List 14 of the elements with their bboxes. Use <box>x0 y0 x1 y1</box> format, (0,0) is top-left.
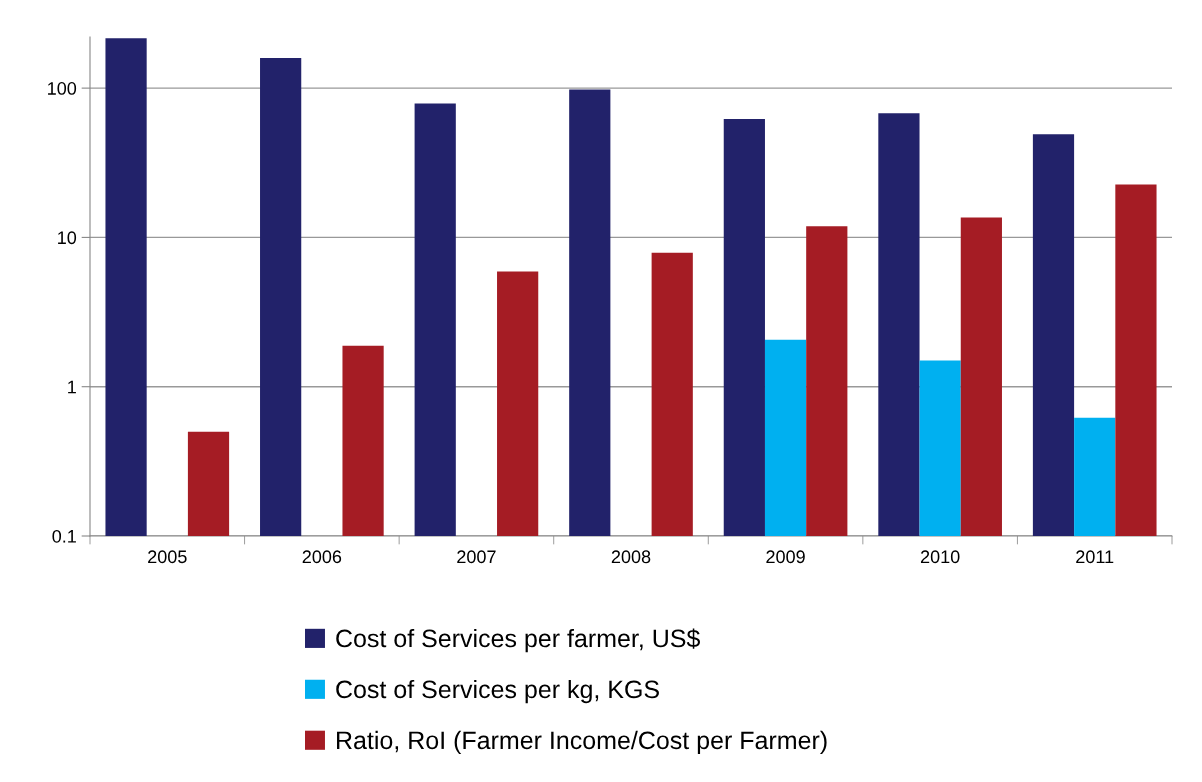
x-tick-label: 2008 <box>611 550 651 564</box>
y-tick-label: 10 <box>58 231 77 245</box>
legend-label: Cost of Services per farmer, US$ <box>336 628 700 653</box>
y-tick-label: 100 <box>48 82 77 95</box>
legend-label: Ratio, RoI (Farmer Income/Cost per Farmer) <box>337 730 827 755</box>
x-tick-label: 2011 <box>1076 550 1114 564</box>
x-tick-label: 2007 <box>457 550 496 564</box>
x-tick-label: 2006 <box>302 550 342 564</box>
y-tick-label: 1 <box>68 380 76 394</box>
x-tick-label: 2010 <box>920 550 960 564</box>
legend-label: Cost of Services per kg, KGS <box>336 679 659 704</box>
x-tick-label: 2009 <box>766 550 805 564</box>
y-tick-label: 0.1 <box>52 529 76 543</box>
x-tick-label: 2005 <box>148 550 187 564</box>
